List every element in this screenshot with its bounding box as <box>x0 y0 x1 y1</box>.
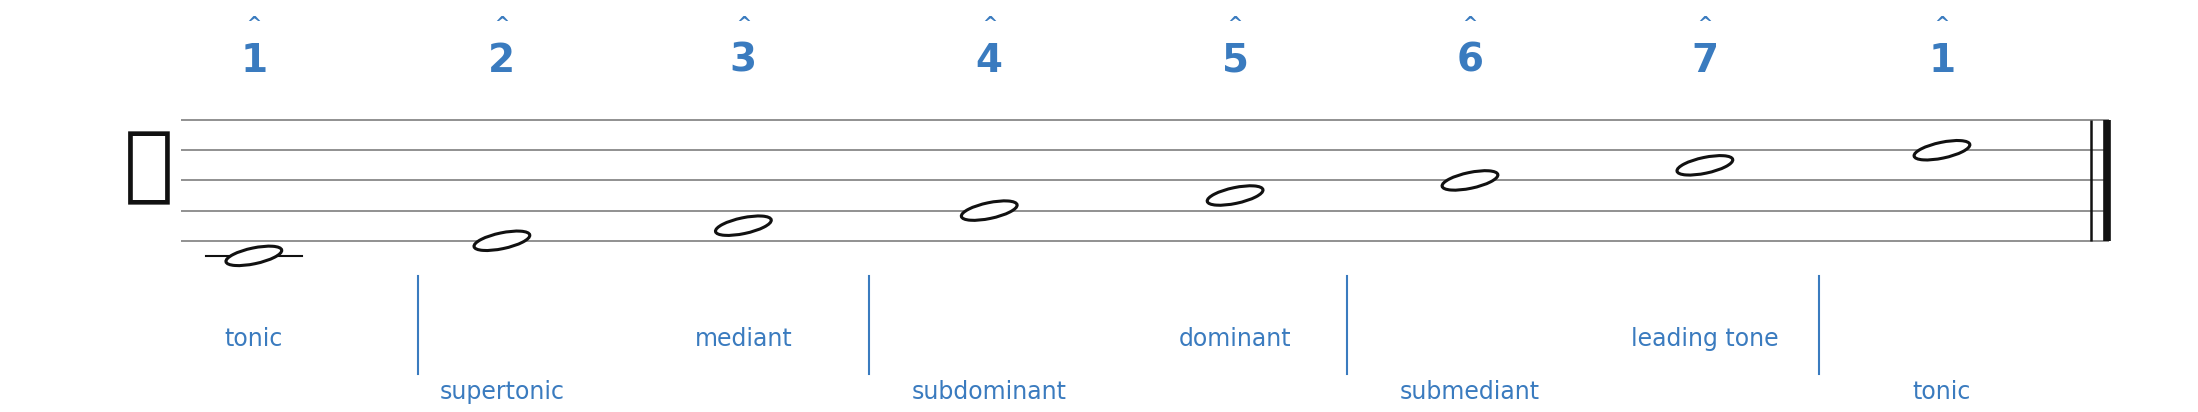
Text: ^: ^ <box>1934 15 1950 33</box>
Text: tonic: tonic <box>224 327 284 351</box>
Ellipse shape <box>475 231 530 250</box>
Text: ^: ^ <box>1226 15 1242 33</box>
Text: ^: ^ <box>736 15 752 33</box>
Text: 7: 7 <box>1690 42 1719 80</box>
Text: ^: ^ <box>983 15 998 33</box>
Ellipse shape <box>226 246 281 266</box>
Text: ^: ^ <box>495 15 510 33</box>
Text: ^: ^ <box>246 15 262 33</box>
Text: dominant: dominant <box>1178 327 1292 351</box>
Text: 4: 4 <box>976 42 1002 80</box>
Ellipse shape <box>717 216 771 235</box>
Text: 𝄢: 𝄢 <box>123 126 174 208</box>
Ellipse shape <box>1677 156 1732 175</box>
Text: 1: 1 <box>240 42 268 80</box>
Ellipse shape <box>961 201 1018 220</box>
Text: 3: 3 <box>730 42 756 80</box>
Text: tonic: tonic <box>1912 380 1972 404</box>
Text: 2: 2 <box>488 42 517 80</box>
Text: mediant: mediant <box>695 327 791 351</box>
Text: ^: ^ <box>1462 15 1477 33</box>
Text: ^: ^ <box>1697 15 1712 33</box>
Ellipse shape <box>1914 140 1969 160</box>
Text: leading tone: leading tone <box>1631 327 1778 351</box>
Text: 1: 1 <box>1928 42 1956 80</box>
Text: supertonic: supertonic <box>440 380 565 404</box>
Ellipse shape <box>1207 186 1264 205</box>
Text: subdominant: subdominant <box>912 380 1066 404</box>
Text: submediant: submediant <box>1400 380 1541 404</box>
Text: 5: 5 <box>1222 42 1248 80</box>
Ellipse shape <box>1442 171 1497 190</box>
Text: 6: 6 <box>1457 42 1484 80</box>
